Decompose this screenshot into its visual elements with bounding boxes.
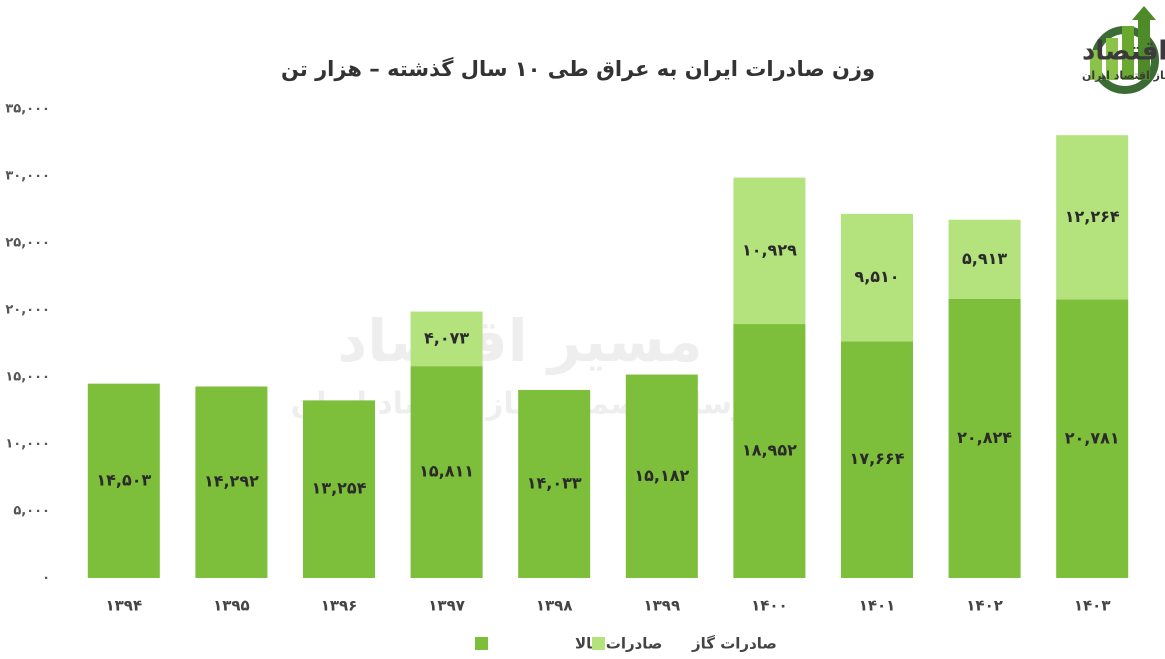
x-tick-label: ۱۳۹۵ bbox=[213, 597, 250, 615]
legend-swatch bbox=[475, 637, 488, 650]
bar-segment bbox=[948, 219, 1021, 299]
logo: مسیر اقتصاد رسانه تصمیم ساز اقتصاد ایران bbox=[1082, 6, 1165, 94]
x-tick-label: ۱۳۹۸ bbox=[536, 597, 573, 615]
y-tick-label: ۱۵,۰۰۰ bbox=[5, 370, 50, 385]
x-tick-label: ۱۴۰۱ bbox=[859, 597, 896, 615]
x-tick-label: ۱۳۹۶ bbox=[321, 597, 358, 615]
y-tick-label: ۵,۰۰۰ bbox=[13, 504, 50, 519]
bar-segment bbox=[87, 383, 160, 578]
y-tick-label: ۳۰,۰۰۰ bbox=[5, 169, 50, 184]
value-label: ۱۴,۲۹۲ bbox=[204, 472, 259, 491]
value-label: ۱۴,۵۰۳ bbox=[96, 470, 151, 489]
bar-segment bbox=[303, 400, 375, 578]
y-tick-label: ۳۵,۰۰۰ bbox=[5, 102, 50, 117]
bar-segment bbox=[518, 389, 591, 578]
bar-segment bbox=[1056, 135, 1129, 300]
logo-bar bbox=[1122, 26, 1134, 80]
logo-bar bbox=[1090, 50, 1102, 80]
value-label: ۱۰,۹۲۹ bbox=[742, 240, 797, 259]
value-label: ۱۳,۲۵۴ bbox=[312, 479, 367, 498]
legend-label: صادرات کالا bbox=[575, 635, 662, 653]
bar-segment bbox=[195, 386, 268, 578]
legend-label: صادرات گاز bbox=[691, 635, 777, 653]
x-tick-label: ۱۳۹۴ bbox=[105, 597, 142, 615]
bar-segment bbox=[410, 311, 483, 367]
chart-title: وزن صادرات ایران به عراق طی ۱۰ سال گذشته… bbox=[281, 56, 875, 81]
logo-bar bbox=[1106, 38, 1118, 80]
bar-segment bbox=[733, 177, 806, 325]
value-label: ۵,۹۱۳ bbox=[962, 249, 1007, 268]
bar-segment bbox=[410, 366, 483, 578]
value-label: ۱۵,۸۱۱ bbox=[419, 462, 474, 481]
legend-swatch bbox=[592, 637, 605, 650]
x-tick-label: ۱۳۹۷ bbox=[428, 597, 465, 615]
logo-arrow bbox=[1132, 6, 1156, 80]
x-tick-label: ۱۴۰۰ bbox=[751, 597, 788, 615]
value-label: ۱۸,۹۵۲ bbox=[742, 441, 797, 460]
bar-segment bbox=[1056, 299, 1129, 578]
watermark-name: مسیر اقتصاد bbox=[337, 307, 702, 376]
bar-segment bbox=[841, 341, 913, 578]
value-label: ۱۵,۱۸۲ bbox=[634, 466, 689, 485]
bar-segment bbox=[625, 374, 698, 578]
logo-name: مسیر اقتصاد bbox=[1082, 37, 1165, 67]
value-label: ۴,۰۷۳ bbox=[424, 328, 469, 347]
value-label: ۱۷,۶۶۴ bbox=[850, 449, 905, 468]
bar-segment bbox=[733, 324, 806, 578]
value-label: ۲۰,۸۲۴ bbox=[957, 428, 1012, 447]
bar-segment bbox=[948, 298, 1021, 578]
bar-segment bbox=[841, 213, 913, 342]
x-tick-label: ۱۳۹۹ bbox=[643, 597, 680, 615]
y-tick-label: ۱۰,۰۰۰ bbox=[5, 437, 50, 452]
value-label: ۹,۵۱۰ bbox=[854, 267, 899, 286]
value-label: ۱۴,۰۳۳ bbox=[527, 473, 582, 492]
y-tick-label: ۲۵,۰۰۰ bbox=[5, 236, 50, 251]
x-tick-label: ۱۴۰۳ bbox=[1074, 597, 1111, 615]
logo-tagline: رسانه تصمیم ساز اقتصاد ایران bbox=[1082, 69, 1165, 82]
value-label: ۲۰,۷۸۱ bbox=[1065, 428, 1120, 447]
y-tick-label: ۰ bbox=[42, 571, 50, 586]
y-tick-label: ۲۰,۰۰۰ bbox=[5, 303, 50, 318]
x-tick-label: ۱۴۰۲ bbox=[966, 597, 1003, 615]
value-label: ۱۲,۲۶۴ bbox=[1065, 207, 1120, 226]
